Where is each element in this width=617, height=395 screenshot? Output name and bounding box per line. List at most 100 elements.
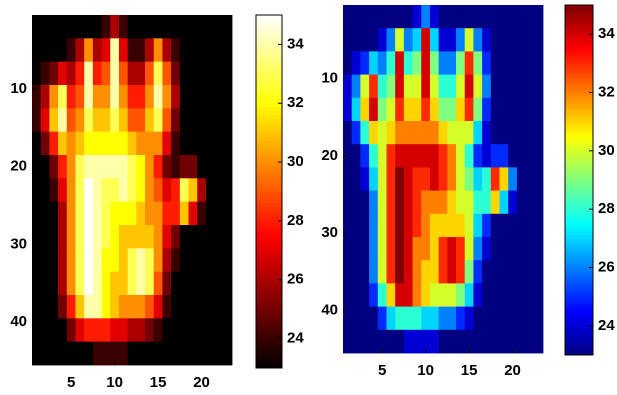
heat-cell bbox=[500, 167, 509, 191]
heat-cell bbox=[395, 5, 404, 29]
heat-cell bbox=[395, 307, 404, 331]
colorbar-slice bbox=[565, 71, 593, 75]
heat-cell bbox=[386, 51, 395, 75]
heat-cell bbox=[93, 225, 102, 249]
heat-cell bbox=[352, 167, 361, 191]
colorbar-slice bbox=[256, 199, 282, 203]
colorbar-slice bbox=[565, 282, 593, 286]
heat-cell bbox=[145, 272, 154, 296]
heat-cell bbox=[110, 85, 119, 109]
heat-cell bbox=[154, 132, 163, 156]
heat-cell bbox=[145, 132, 154, 156]
heat-cell bbox=[75, 15, 84, 39]
colorbar-slice bbox=[565, 191, 593, 195]
heat-cell bbox=[75, 202, 84, 226]
heat-cell bbox=[110, 38, 119, 62]
heat-cell bbox=[352, 330, 361, 354]
heat-cell bbox=[343, 51, 352, 75]
colorbar-slice bbox=[565, 289, 593, 293]
heat-cell bbox=[500, 75, 509, 99]
heat-cell bbox=[58, 62, 67, 86]
heat-cell bbox=[75, 155, 84, 179]
heat-cell bbox=[49, 295, 58, 319]
heat-cell bbox=[145, 15, 154, 39]
heat-cell bbox=[102, 38, 111, 62]
heat-cell bbox=[223, 272, 232, 296]
heat-cell bbox=[223, 132, 232, 156]
heat-cell bbox=[369, 307, 378, 331]
heat-cell bbox=[93, 342, 102, 366]
heat-cell bbox=[136, 85, 145, 109]
x-tick-label: 10 bbox=[106, 374, 123, 391]
colorbar-slice bbox=[256, 350, 282, 354]
heat-cell bbox=[171, 155, 180, 179]
colorbar-slice bbox=[256, 55, 282, 59]
heat-cell bbox=[49, 342, 58, 366]
heat-cell bbox=[145, 295, 154, 319]
heat-cell bbox=[128, 178, 137, 202]
colorbar-slice bbox=[256, 228, 282, 232]
heat-cell bbox=[343, 98, 352, 122]
heat-cell bbox=[447, 260, 456, 284]
heat-cell bbox=[93, 202, 102, 226]
heat-cell bbox=[369, 283, 378, 307]
heat-cell bbox=[189, 342, 198, 366]
heat-cell bbox=[508, 28, 517, 52]
colorbar-tick-label: 28 bbox=[598, 200, 615, 217]
heat-cell bbox=[162, 108, 171, 132]
page: {"chart_data": [ {"type": "heatmap", "co… bbox=[0, 0, 617, 395]
heat-cell bbox=[162, 155, 171, 179]
heat-cell bbox=[180, 62, 189, 86]
heat-cell bbox=[473, 121, 482, 145]
colorbar-slice bbox=[256, 70, 282, 74]
heat-cell bbox=[58, 178, 67, 202]
heat-cell bbox=[119, 108, 128, 132]
colorbar-slice bbox=[256, 133, 282, 137]
heat-cell bbox=[395, 260, 404, 284]
heat-cell bbox=[360, 214, 369, 238]
colorbar-slice bbox=[256, 265, 282, 269]
colorbar-slice bbox=[565, 311, 593, 315]
heat-cell bbox=[343, 283, 352, 307]
x-tick-label: 10 bbox=[417, 362, 434, 379]
colorbar-slice bbox=[565, 16, 593, 20]
colorbar-slice bbox=[565, 187, 593, 191]
heat-cell bbox=[197, 178, 206, 202]
heat-cell bbox=[369, 237, 378, 261]
colorbar-slice bbox=[256, 272, 282, 276]
heat-cell bbox=[119, 132, 128, 156]
colorbar-slice bbox=[256, 136, 282, 140]
heat-cell bbox=[465, 191, 474, 215]
colorbar-slice bbox=[256, 66, 282, 70]
heat-cell bbox=[206, 15, 215, 39]
colorbar-slice bbox=[256, 177, 282, 181]
colorbar-slice bbox=[565, 129, 593, 133]
colorbar-slice bbox=[256, 317, 282, 321]
heat-cell bbox=[421, 75, 430, 99]
colorbar-slice bbox=[256, 114, 282, 118]
heat-cell bbox=[447, 191, 456, 215]
colorbar-slice bbox=[565, 9, 593, 13]
heat-cell bbox=[439, 75, 448, 99]
heat-cell bbox=[32, 38, 41, 62]
heat-cell bbox=[369, 121, 378, 145]
heat-cell bbox=[206, 295, 215, 319]
heat-cell bbox=[93, 108, 102, 132]
heat-cell bbox=[500, 307, 509, 331]
heat-cell bbox=[343, 167, 352, 191]
heat-cell bbox=[206, 85, 215, 109]
heat-cell bbox=[223, 155, 232, 179]
heat-cell bbox=[421, 144, 430, 168]
heat-cell bbox=[526, 121, 535, 145]
heat-cell bbox=[413, 214, 422, 238]
y-tick-label: 10 bbox=[10, 80, 27, 97]
heat-cell bbox=[500, 144, 509, 168]
colorbar-slice bbox=[565, 242, 593, 246]
heat-cell bbox=[447, 167, 456, 191]
heat-cell bbox=[49, 85, 58, 109]
heat-cell bbox=[110, 15, 119, 39]
heat-cell bbox=[386, 237, 395, 261]
heat-cell bbox=[526, 214, 535, 238]
heat-cell bbox=[473, 28, 482, 52]
colorbar-slice bbox=[565, 31, 593, 35]
